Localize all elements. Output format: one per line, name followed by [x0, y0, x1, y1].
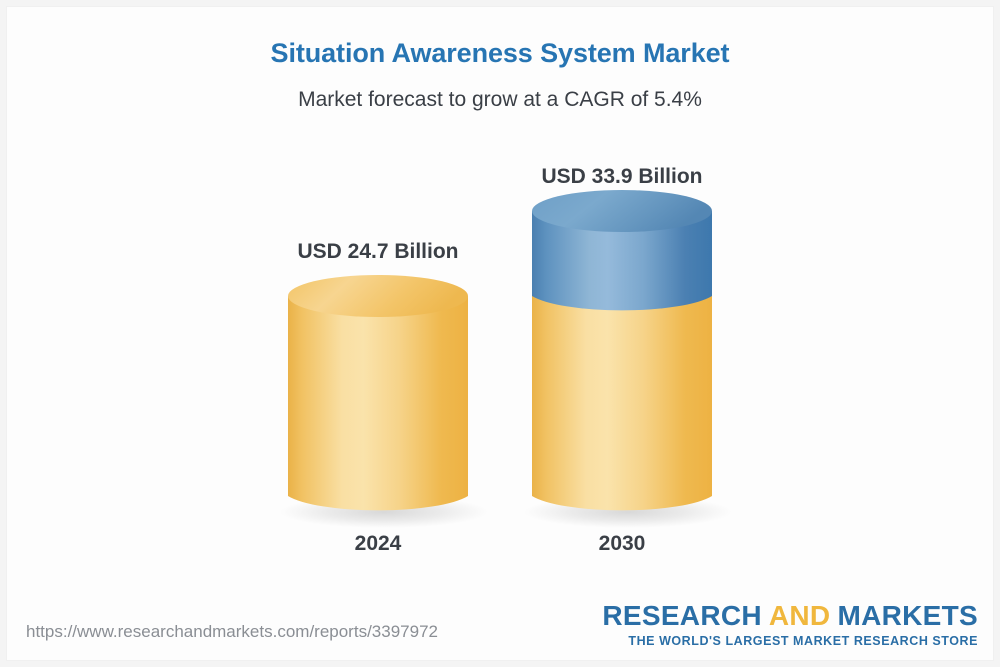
brand-logo: RESEARCH AND MARKETS THE WORLD'S LARGEST M…	[602, 602, 978, 648]
brand-logo-tagline: THE WORLD'S LARGEST MARKET RESEARCH STOR…	[628, 634, 978, 648]
category-label-2024: 2024	[354, 532, 402, 555]
bar-2030-segment-base	[532, 296, 712, 511]
bar-value-label-2030: USD 33.9 Billion	[541, 165, 703, 188]
bar-2030-top-cap	[532, 190, 712, 232]
chart-card	[6, 6, 994, 661]
bar-2024-body	[288, 296, 468, 511]
brand-logo-research: RESEARCH	[602, 600, 762, 631]
page-title: Situation Awareness System Market	[270, 38, 730, 68]
brand-logo-and: AND	[768, 600, 831, 631]
bar-2024[interactable]	[280, 275, 488, 528]
bar-value-label-2024: USD 24.7 Billion	[297, 240, 459, 263]
bar-2030[interactable]	[524, 190, 732, 528]
category-label-2030: 2030	[598, 532, 646, 555]
brand-logo-markets: MARKETS	[837, 600, 978, 631]
chart-subtitle: Market forecast to grow at a CAGR of 5.4…	[298, 88, 702, 111]
bar-2030-segment-growth	[532, 211, 712, 311]
source-url[interactable]: https://www.researchandmarkets.com/repor…	[26, 622, 438, 641]
brand-logo-wordmark: RESEARCH AND MARKETS	[602, 602, 978, 630]
bar-2024-top-cap	[288, 275, 468, 317]
